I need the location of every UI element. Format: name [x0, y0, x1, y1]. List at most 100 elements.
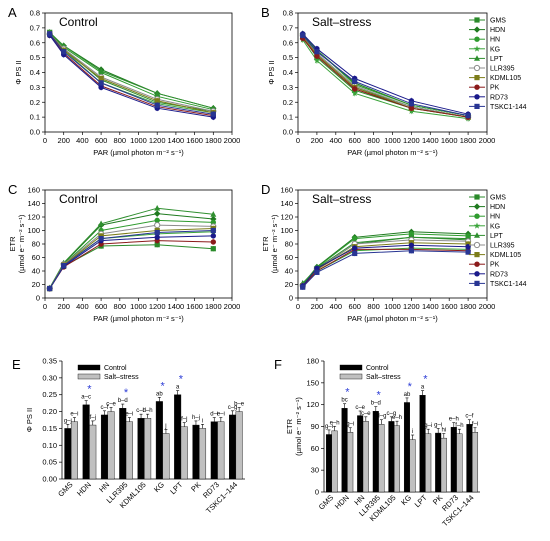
series-line — [302, 36, 469, 118]
x-tick-label: 800 — [367, 302, 380, 311]
panel-title: Control — [59, 15, 98, 29]
data-point — [98, 236, 104, 242]
data-point — [408, 242, 415, 249]
data-point — [154, 210, 161, 217]
bar — [472, 432, 479, 493]
x-tick-label: GMS — [56, 480, 74, 498]
bar — [388, 421, 395, 493]
y-tick-label: 0.7 — [283, 23, 293, 32]
series-rd73 — [300, 30, 471, 118]
y-tick-label: 160 — [27, 186, 40, 195]
legend-marker — [474, 252, 480, 258]
significance-letter: e–h — [392, 415, 402, 421]
significance-letter: ab — [156, 391, 163, 397]
data-point — [154, 102, 160, 108]
bar — [210, 421, 218, 480]
significance-star: * — [345, 387, 350, 399]
legend-label: GMS — [490, 18, 506, 25]
x-tick-label: 0 — [43, 136, 47, 145]
bar — [192, 424, 200, 480]
data-point — [465, 113, 471, 119]
y-tick-label: 0.3 — [30, 83, 40, 92]
data-point — [61, 263, 67, 269]
x-tick-label: 2000 — [224, 136, 241, 145]
legend: Control Salt–stress — [339, 364, 401, 381]
bar — [144, 418, 152, 480]
y-tick-label: 0.8 — [283, 9, 293, 18]
significance-letter: c–f — [465, 414, 473, 420]
x-tick-label: LPT — [413, 493, 429, 509]
bar — [409, 439, 416, 493]
significance-letter: c–h — [136, 408, 146, 414]
y-tick-label: 60 — [311, 444, 319, 453]
y-tick-label: 120 — [306, 400, 319, 409]
bar — [89, 424, 97, 480]
series-gms — [300, 234, 471, 289]
y-tick-label: 0.0 — [283, 128, 293, 137]
bar-group: ab i * KG — [399, 381, 416, 507]
y-tick-label: 20 — [285, 280, 293, 289]
x-tick-label: 800 — [114, 136, 127, 145]
bar — [357, 415, 364, 493]
legend-swatch — [339, 364, 363, 371]
legend-label: TSKC1-144 — [490, 104, 527, 111]
legend-label: PK — [490, 262, 500, 269]
y-tick-label: 40 — [285, 267, 293, 276]
y-tick-label: 0.35 — [42, 357, 57, 366]
x-tick-label: 2000 — [479, 136, 496, 145]
series-hdn — [299, 228, 472, 288]
x-tick-label: 1600 — [441, 136, 458, 145]
data-point — [352, 245, 358, 251]
x-tick-label: 1800 — [205, 136, 222, 145]
x-tick-label: 1800 — [205, 302, 222, 311]
series-tskc1-144 — [300, 248, 471, 290]
x-tick-label: 1400 — [422, 302, 439, 311]
bar — [362, 421, 369, 493]
y-tick-label: 120 — [27, 213, 40, 222]
data-point — [154, 242, 160, 248]
chart-panel-d: 0 200 400 600 800 1000 1200 1400 1600 1800 2000 0 20… — [261, 182, 527, 323]
series-hdn — [46, 210, 217, 292]
data-point — [210, 246, 216, 252]
legend-label: HDN — [490, 27, 505, 34]
x-tick-label: 1400 — [168, 302, 185, 311]
significance-letter: h–j — [192, 415, 200, 421]
y-tick-label: 0.30 — [42, 373, 57, 382]
significance-letter: a — [176, 385, 180, 391]
x-tick-label: 800 — [367, 136, 380, 145]
y-tick-label: 0.3 — [283, 83, 293, 92]
y-axis-label: Φ PS II — [267, 60, 276, 84]
significance-letter: e–i — [217, 412, 225, 418]
data-point — [210, 233, 216, 239]
significance-letter: f–j — [90, 415, 96, 421]
series-line — [302, 34, 469, 118]
legend-label: TSKC1-144 — [490, 281, 527, 288]
chart-panel-c: 0 200 400 600 800 1000 1200 1400 1600 1800 2000 0 20… — [8, 182, 240, 323]
y-tick-label: 150 — [306, 378, 319, 387]
significance-letter: i — [202, 418, 203, 424]
significance-letter: c–e — [355, 405, 365, 411]
legend-marker — [474, 280, 480, 286]
bar — [394, 425, 401, 493]
legend-swatch — [77, 373, 101, 380]
axes: 0 200 400 600 800 1000 1200 1400 1600 1800 2000 0 20… — [261, 186, 495, 324]
bar-group: c–fc–e HN — [97, 401, 116, 494]
legend-label: GMS — [490, 195, 506, 202]
x-tick-label: 1800 — [460, 302, 477, 311]
y-tick-label: 0.1 — [283, 113, 293, 122]
panel-title: Salt–stress — [312, 15, 371, 29]
x-tick-label: 1000 — [130, 302, 147, 311]
significance-letter: f–j — [181, 417, 187, 423]
data-point — [154, 234, 160, 240]
bar — [403, 402, 410, 493]
y-tick-label: 0.2 — [30, 98, 40, 107]
y-tick-label: 100 — [280, 226, 293, 235]
x-tick-label: 600 — [95, 136, 108, 145]
series-line — [49, 235, 214, 289]
bar-group: g–ie–h GMS — [317, 420, 340, 511]
series-llr395 — [299, 32, 472, 121]
bar — [217, 421, 225, 480]
data-point — [408, 248, 414, 254]
bar — [174, 394, 182, 480]
x-tick-label: 1000 — [384, 302, 401, 311]
